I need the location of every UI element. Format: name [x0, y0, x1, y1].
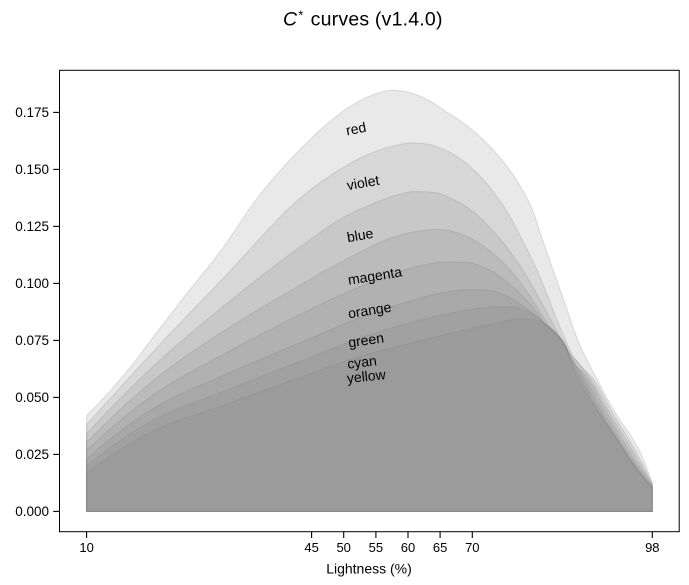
- svg-text:C* curves (v1.4.0): C* curves (v1.4.0): [283, 8, 443, 31]
- svg-text:green: green: [347, 329, 385, 350]
- svg-text:98: 98: [645, 540, 659, 555]
- svg-text:0.175: 0.175: [15, 105, 49, 120]
- svg-text:red: red: [345, 119, 368, 139]
- svg-text:orange: orange: [347, 299, 393, 322]
- svg-text:cyan: cyan: [346, 352, 377, 371]
- svg-text:65: 65: [433, 540, 447, 555]
- svg-text:50: 50: [336, 540, 350, 555]
- svg-text:Lightness (%): Lightness (%): [326, 561, 412, 577]
- svg-text:blue: blue: [346, 225, 375, 245]
- svg-text:yellow: yellow: [346, 366, 387, 386]
- svg-text:0.075: 0.075: [15, 333, 49, 348]
- svg-text:0.050: 0.050: [15, 390, 49, 405]
- svg-text:0.100: 0.100: [15, 276, 49, 291]
- svg-text:55: 55: [369, 540, 383, 555]
- svg-text:0.025: 0.025: [15, 447, 49, 462]
- svg-text:0.150: 0.150: [15, 162, 49, 177]
- svg-text:70: 70: [465, 540, 479, 555]
- svg-text:45: 45: [304, 540, 318, 555]
- svg-text:10: 10: [79, 540, 93, 555]
- svg-text:0.000: 0.000: [15, 504, 49, 519]
- svg-text:0.125: 0.125: [15, 219, 49, 234]
- svg-text:60: 60: [401, 540, 415, 555]
- svg-text:violet: violet: [346, 172, 381, 193]
